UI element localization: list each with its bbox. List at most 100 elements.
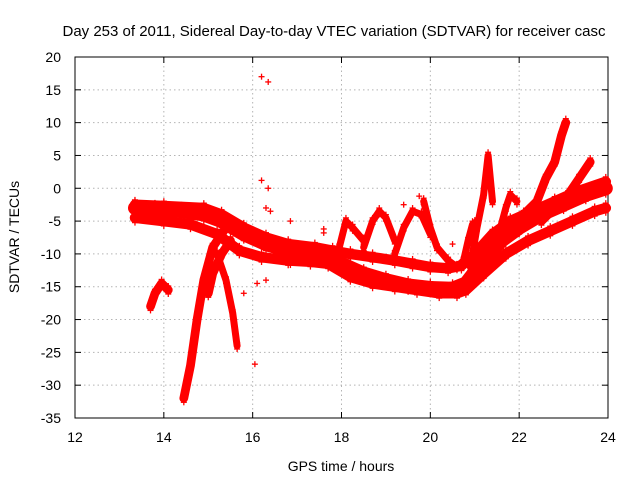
data-point (131, 196, 138, 203)
data-point (320, 229, 327, 236)
data-point (329, 252, 336, 259)
data-point (547, 223, 554, 230)
data-point (427, 227, 434, 234)
x-tick-label: 24 (600, 429, 616, 445)
data-point (267, 208, 274, 215)
data-point (347, 269, 354, 276)
data-point (200, 281, 207, 288)
data-point (409, 255, 416, 262)
data-point (187, 216, 194, 223)
data-point (602, 173, 609, 180)
data-point (569, 213, 576, 220)
data-point (498, 244, 505, 251)
data-point (151, 286, 158, 293)
data-point (502, 246, 509, 253)
data-point (551, 155, 558, 162)
data-point (558, 136, 565, 143)
y-tick-label: 15 (45, 82, 61, 98)
data-point (400, 201, 407, 208)
data-point (240, 237, 247, 244)
data-point (214, 247, 221, 254)
data-point (236, 252, 243, 259)
data-point (285, 245, 292, 252)
data-point (205, 286, 212, 293)
data-point (369, 258, 376, 265)
data-point (502, 255, 509, 262)
series-band-peak-21-8 (493, 191, 521, 245)
data-point (187, 366, 194, 373)
y-tick-label: 5 (53, 147, 61, 163)
data-point (325, 265, 332, 272)
data-point (525, 232, 532, 239)
data-point (449, 241, 456, 248)
data-point (158, 284, 165, 291)
series-peak-21-8 (493, 188, 521, 247)
data-point (533, 194, 540, 201)
data-point (236, 242, 243, 249)
data-point (160, 207, 167, 214)
x-tick-label: 12 (67, 429, 83, 445)
y-tick-label: 0 (53, 180, 61, 196)
data-point (254, 280, 261, 287)
data-point (414, 291, 421, 298)
data-point (405, 276, 412, 283)
data-point (473, 227, 480, 234)
y-tick-label: 10 (45, 115, 61, 131)
data-point (565, 187, 572, 194)
data-point (582, 198, 589, 205)
data-point (418, 214, 425, 221)
data-point (489, 226, 496, 233)
data-point (538, 222, 545, 229)
series-branch-15-5 (213, 247, 241, 352)
series-band-rise-23-2 (537, 157, 595, 226)
data-point (347, 278, 354, 285)
data-point (165, 283, 172, 290)
series-band-branch-15-5 (213, 250, 241, 350)
data-point (194, 320, 201, 327)
y-tick-label: -10 (41, 246, 61, 262)
data-point (349, 227, 356, 234)
series-band-bump-18 (335, 217, 368, 251)
data-point (147, 299, 154, 306)
data-point (360, 247, 367, 254)
data-point (285, 252, 292, 259)
data-point (453, 285, 460, 292)
data-point (382, 270, 389, 277)
series-outliers (240, 73, 456, 368)
data-point (200, 200, 207, 207)
tick-layer: 12 14 16 18 20 22 24 20 15 10 5 0 -5 -10 -15 -20 -25 -30 -… (41, 49, 616, 445)
series-rise-22-5 (519, 115, 571, 222)
data-point (369, 275, 376, 282)
data-point (200, 217, 207, 224)
data-point (200, 273, 207, 280)
data-point (165, 291, 172, 298)
data-point (391, 288, 398, 295)
data-point (400, 227, 407, 234)
data-point (160, 213, 167, 220)
series-branch-14-5 (179, 220, 231, 406)
data-point (265, 185, 272, 192)
data-point (602, 200, 609, 207)
data-point (262, 247, 269, 254)
data-point (538, 214, 545, 221)
data-point (307, 263, 314, 270)
data-point (258, 177, 265, 184)
series-band-loop-20 (420, 197, 481, 271)
series-peak-21-2 (466, 149, 496, 274)
data-point (558, 128, 565, 135)
x-tick-label: 22 (511, 429, 527, 445)
data-point (513, 201, 520, 208)
data-point (240, 290, 247, 297)
series-band-rise-22-5 (519, 118, 571, 219)
data-point (445, 260, 452, 267)
data-point (209, 240, 216, 247)
data-point (493, 234, 500, 241)
data-point (427, 221, 434, 228)
data-point (262, 204, 269, 211)
data-point (409, 211, 416, 218)
data-point (560, 208, 567, 215)
data-point (382, 211, 389, 218)
data-point (576, 171, 583, 178)
data-point (462, 274, 469, 281)
data-point (194, 312, 201, 319)
